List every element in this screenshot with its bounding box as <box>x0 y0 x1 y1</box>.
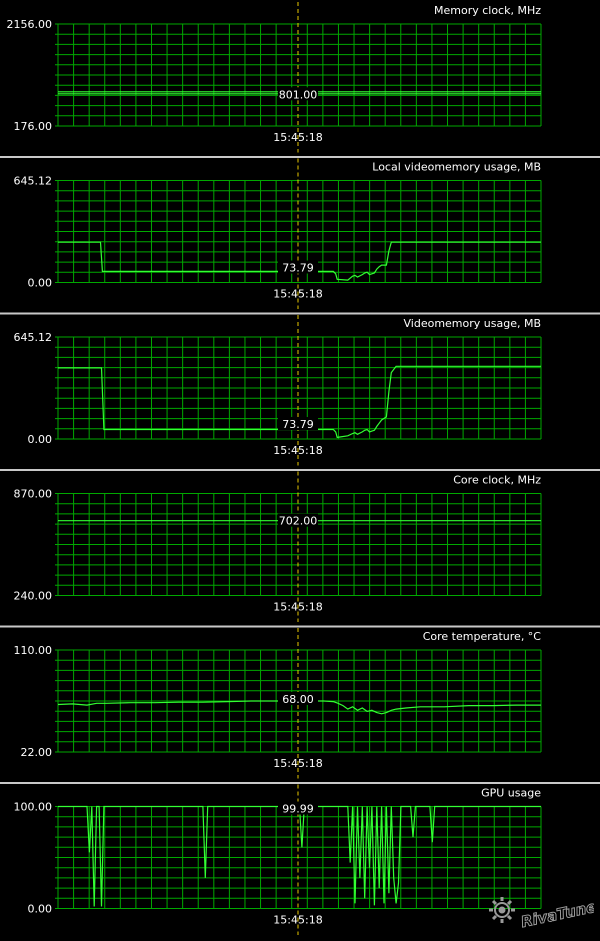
cursor-time-label: 15:45:18 <box>273 131 322 144</box>
y-axis-min-label: 0.00 <box>28 903 53 916</box>
y-axis-max-label: 100.00 <box>14 801 53 814</box>
graph-title: Videomemory usage, MB <box>404 317 542 330</box>
y-axis-min-label: 0.00 <box>28 433 53 446</box>
y-axis-max-label: 2156.00 <box>7 18 53 31</box>
y-axis-min-label: 0.00 <box>28 277 53 290</box>
graph-panel-5: Core temperature, °C 110.00 22.00 68.00 15:4… <box>0 625 600 779</box>
graph-title: Local videomemory usage, MB <box>372 161 541 174</box>
cursor-value-background <box>278 801 318 815</box>
graph-title: Core clock, MHz <box>453 474 541 487</box>
watermark-text: RivaTuner <box>519 896 594 931</box>
rivatuner-logo-watermark: RivaTuner <box>489 895 594 932</box>
series-line <box>58 805 541 907</box>
cursor-time-label: 15:45:18 <box>273 757 322 770</box>
graph-title: GPU usage <box>481 787 541 800</box>
cursor-value-label: 801.00 <box>279 88 318 101</box>
graph-panel-2: Local videomemory usage, MB 645.12 0.00 73.… <box>0 156 600 309</box>
cursor-time-label: 15:45:18 <box>273 601 322 614</box>
graph-panel-4: Core clock, MHz 870.00 240.00 702.00 15:45:1… <box>0 469 600 622</box>
cursor-value-label: 68.00 <box>282 693 314 706</box>
series-line <box>58 241 541 281</box>
graph-title: Core temperature, °C <box>423 630 542 643</box>
cursor-value-label: 99.99 <box>282 803 314 816</box>
graph-title: Memory clock, MHz <box>434 4 541 17</box>
y-axis-max-label: 110.00 <box>14 644 53 657</box>
cursor-time-label: 15:45:18 <box>273 288 322 301</box>
y-axis-max-label: 645.12 <box>14 175 53 188</box>
cursor-value-background <box>278 513 318 527</box>
graph-panel-3: Videomemory usage, MB 645.12 0.00 73.79 15:4… <box>0 312 600 466</box>
y-axis-max-label: 645.12 <box>14 331 53 344</box>
series-line <box>57 700 541 715</box>
y-axis-min-label: 22.00 <box>21 746 53 759</box>
cursor-value-label: 73.79 <box>282 262 314 275</box>
series-line <box>58 365 541 439</box>
cursor-value-background <box>278 417 318 430</box>
cursor-value-label: 702.00 <box>279 515 318 528</box>
cursor-value-label: 73.79 <box>282 418 314 431</box>
cursor-time-label: 15:45:18 <box>273 444 322 457</box>
y-axis-min-label: 176.00 <box>14 120 53 133</box>
cursor-value-background <box>278 260 318 274</box>
cursor-value-background <box>278 87 318 101</box>
cursor-value-background <box>278 691 318 705</box>
graph-panel-6: GPU usage 100.00 0.00 99.99 15:45:18 <box>0 782 600 935</box>
y-axis-min-label: 240.00 <box>14 590 53 603</box>
graph-panel-1: Memory clock, MHz 2156.00 176.00 801.00 15:4… <box>7 2 542 153</box>
cursor-time-label: 15:45:18 <box>273 914 322 927</box>
y-axis-max-label: 870.00 <box>14 488 53 501</box>
